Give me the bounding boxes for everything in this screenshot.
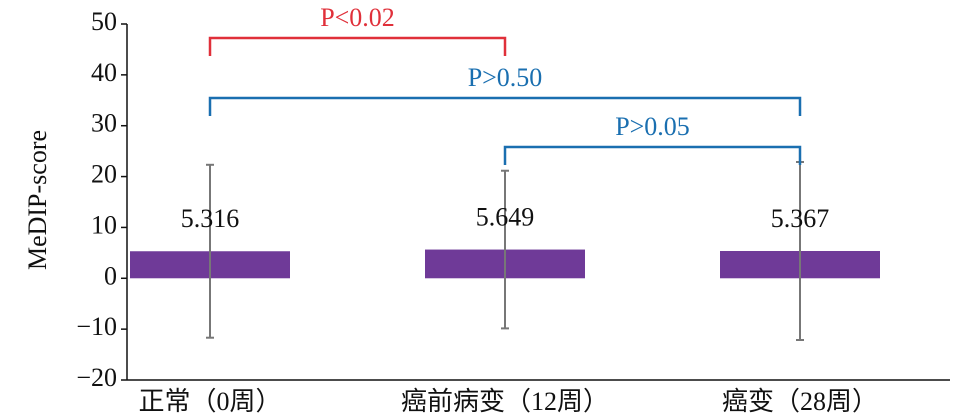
significance-bracket (503, 145, 802, 165)
significance-label: P>0.50 (468, 63, 543, 92)
x-tick-label: 癌变（28周） (722, 387, 878, 416)
y-tick-label: 10 (91, 210, 117, 239)
y-tick-label: 50 (91, 7, 117, 36)
data-label: 5.367 (771, 204, 830, 233)
y-tick-label: −20 (76, 363, 117, 392)
data-label: 5.649 (476, 203, 535, 232)
significance-label: P<0.02 (320, 3, 395, 32)
significance-bracket (208, 96, 802, 116)
y-tick-label: 20 (91, 160, 117, 189)
x-tick-label: 正常（0周） (138, 387, 281, 416)
x-tick-label: 癌前病变（12周） (401, 387, 609, 416)
y-tick-label: 30 (91, 109, 117, 138)
significance-label: P>0.05 (615, 112, 690, 141)
y-axis-label: MeDIP-score (23, 130, 52, 270)
data-label: 5.316 (181, 204, 240, 233)
significance-bracket (208, 36, 507, 56)
y-tick-label: −10 (76, 312, 117, 341)
y-tick-label: 0 (104, 261, 117, 290)
y-tick-label: 40 (91, 58, 117, 87)
